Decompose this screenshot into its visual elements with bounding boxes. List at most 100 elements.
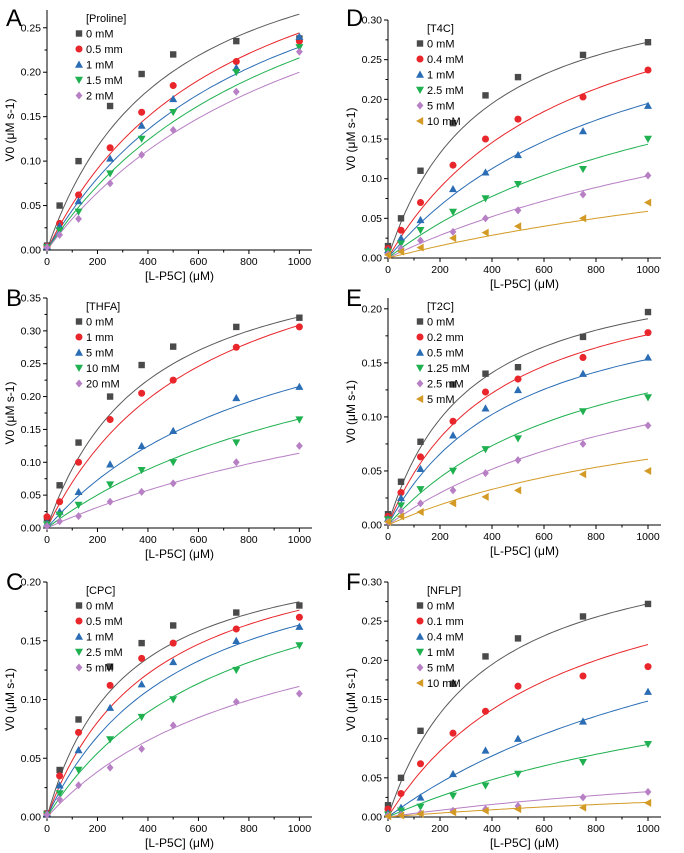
legend-entry: 0 mM [427, 601, 455, 613]
data-point [75, 781, 82, 790]
data-point [232, 636, 241, 644]
data-point [481, 446, 490, 454]
data-point [397, 244, 405, 253]
legend-entry: 2.5 mM [427, 379, 464, 391]
data-point [514, 435, 522, 443]
x-tick-label: 1000 [636, 823, 660, 835]
y-tick-label: 0.20 [362, 303, 383, 315]
data-point [75, 728, 83, 736]
data-point [417, 438, 424, 445]
y-tick-label: 0.15 [362, 134, 383, 146]
data-point [514, 150, 522, 159]
panel-A: A 0 200 400 600 800 1000 0.00 0.05 0.10 0.15 0.20 0.… [3, 5, 312, 283]
data-point [397, 478, 405, 485]
data-point [481, 135, 490, 143]
data-point [644, 798, 652, 807]
legend-marker [75, 348, 83, 356]
data-point [232, 625, 240, 633]
data-point [106, 681, 114, 689]
data-point [295, 44, 304, 52]
data-point [138, 150, 146, 159]
data-point [106, 144, 114, 152]
fit-curve [46, 624, 300, 818]
legend-entry: 10 mM [86, 363, 120, 375]
data-point [449, 729, 457, 737]
data-point [417, 499, 424, 508]
data-point [74, 501, 83, 509]
x-tick-label: 200 [431, 823, 449, 835]
y-tick-label: 0.30 [362, 577, 383, 589]
legend-entry: 5 mM [427, 394, 455, 406]
y-tick-label: 0.20 [21, 391, 42, 403]
data-point [56, 766, 63, 774]
y-tick-label: 0.10 [21, 457, 42, 469]
legend-marker [416, 101, 424, 110]
data-point [579, 214, 587, 223]
data-point [233, 609, 240, 616]
data-point [449, 486, 457, 495]
data-point [644, 135, 652, 143]
y-tick-label: 0.15 [21, 635, 42, 647]
fit-curve [46, 601, 300, 818]
x-tick-label: 1000 [636, 264, 660, 276]
data-point [514, 635, 522, 642]
legend-entry: 0 mM [427, 39, 455, 51]
data-point [106, 154, 115, 162]
legend-marker [75, 663, 83, 672]
data-point [137, 713, 146, 722]
data-point [106, 763, 114, 772]
data-point [106, 481, 115, 489]
x-tick-label: 600 [190, 534, 208, 546]
panel-letter: D [346, 5, 363, 32]
x-tick-label: 0 [385, 531, 391, 543]
data-point [137, 135, 146, 143]
data-point [416, 803, 425, 811]
data-point [169, 426, 178, 434]
x-tick-label: 400 [139, 534, 157, 546]
legend-entry: 0 mM [86, 29, 114, 41]
x-tick-label: 800 [240, 534, 258, 546]
data-point [644, 787, 652, 796]
data-point [644, 101, 652, 109]
data-point [416, 809, 424, 818]
data-point [449, 808, 457, 817]
fit-curve [387, 603, 649, 818]
data-point [644, 329, 652, 337]
legend-entry: 0.1 mm [427, 616, 464, 628]
data-point [644, 600, 652, 608]
panel-D: D 0 200 400 600 800 1000 0.00 0.05 0.10 0.15 0.20 0.… [344, 5, 661, 291]
data-point [169, 459, 178, 467]
data-point [43, 243, 51, 252]
data-point [644, 171, 652, 180]
x-axis-label: [L-P5C] (μM) [145, 836, 214, 850]
legend-marker [416, 86, 424, 94]
panel-E: E 0 200 400 600 800 1000 0.00 0.05 0.10 0.15 0.20 [L… [344, 285, 661, 558]
fit-curve [46, 386, 300, 529]
data-point [449, 161, 457, 169]
data-point [295, 416, 304, 424]
x-tick-label: 0 [385, 823, 391, 835]
data-point [514, 456, 522, 465]
legend-marker [416, 395, 424, 403]
data-point [232, 458, 240, 467]
data-point [481, 195, 490, 203]
y-tick-label: 0.25 [362, 54, 383, 66]
data-point [169, 126, 177, 134]
panel-letter: B [6, 285, 22, 312]
y-tick-label: 0.15 [21, 111, 42, 123]
data-point [232, 58, 240, 66]
legend-entry: 5 mM [86, 348, 114, 360]
data-point [397, 502, 405, 510]
data-point [295, 689, 303, 698]
data-point [417, 727, 424, 735]
legend-marker [75, 30, 83, 37]
y-tick-label: 0.10 [362, 173, 383, 185]
panel-B: B 0 200 400 600 800 1000 0.00 0.05 0.10 0.15 0.20 0.… [3, 285, 312, 561]
x-tick-label: 600 [535, 264, 553, 276]
x-tick-label: 0 [385, 264, 391, 276]
legend-marker [416, 617, 424, 625]
data-point [75, 716, 82, 723]
data-point [514, 734, 522, 742]
data-point [417, 167, 424, 174]
legend-entry: 10 mM [427, 116, 461, 128]
